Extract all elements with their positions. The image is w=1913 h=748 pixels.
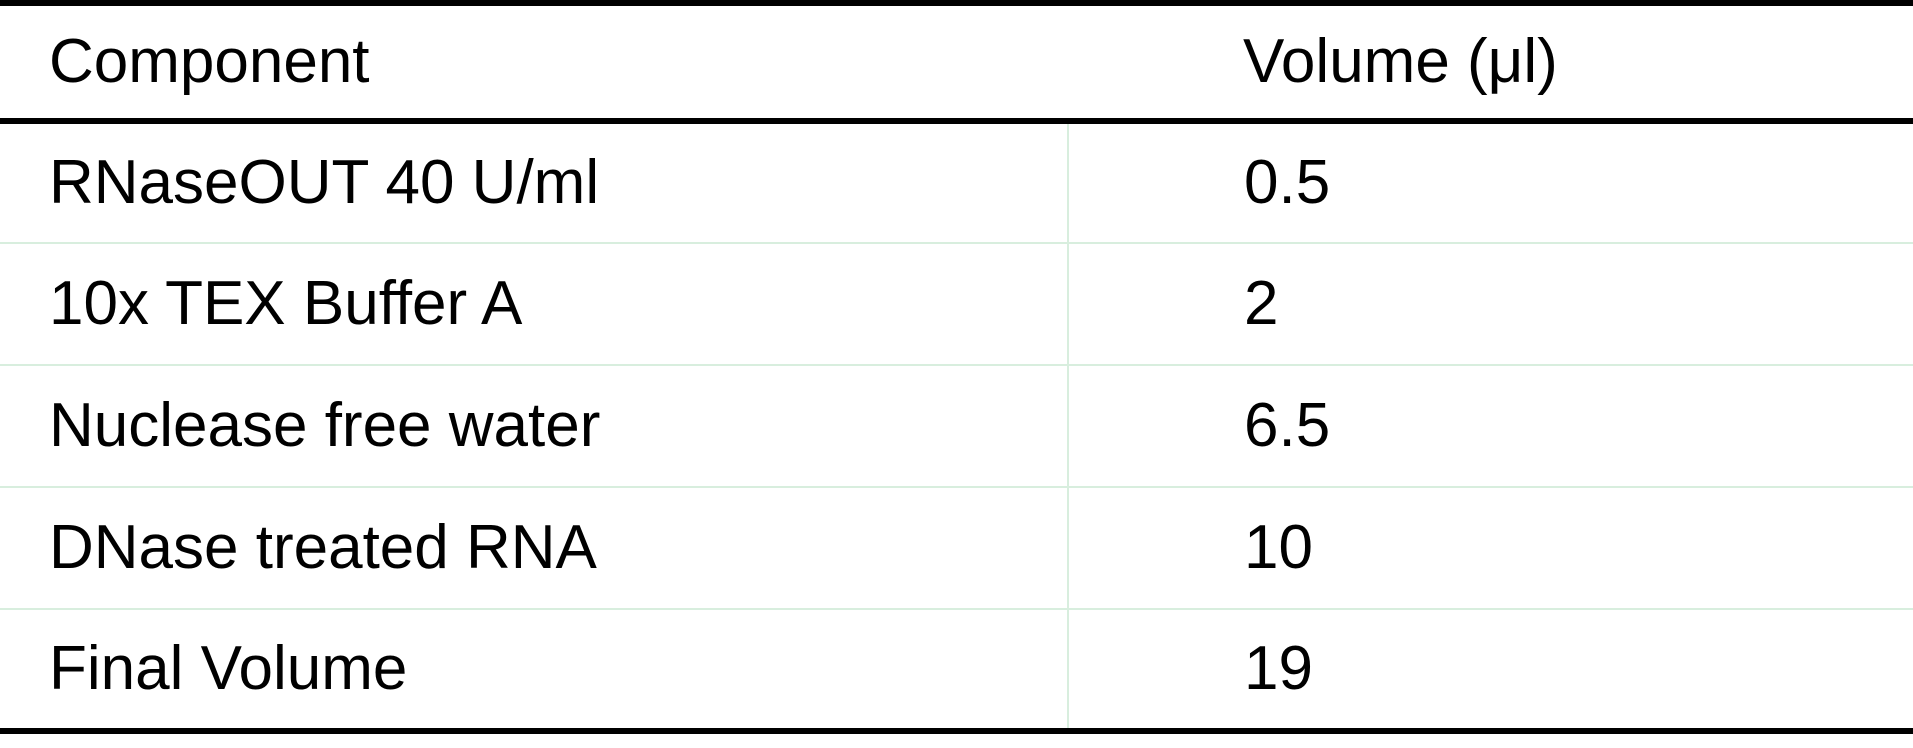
header-row: Component Volume (μl) — [0, 0, 1913, 124]
table-row: Final Volume 19 — [0, 609, 1913, 734]
table-row: 10x TEX Buffer A 2 — [0, 243, 1913, 366]
cell-component: DNase treated RNA — [0, 487, 1069, 610]
header-component: Component — [0, 0, 1068, 124]
table-row: Nuclease free water 6.5 — [0, 365, 1913, 488]
cell-component: RNaseOUT 40 U/ml — [0, 121, 1069, 244]
cell-component: 10x TEX Buffer A — [0, 243, 1069, 366]
cell-volume: 2 — [1068, 243, 1913, 366]
table-body: RNaseOUT 40 U/ml 0.5 10x TEX Buffer A 2 … — [0, 121, 1913, 734]
cell-volume: 19 — [1068, 609, 1913, 734]
cell-volume: 6.5 — [1068, 365, 1913, 488]
header-volume: Volume (μl) — [1068, 0, 1913, 124]
cell-component: Final Volume — [0, 609, 1069, 734]
table-row: RNaseOUT 40 U/ml 0.5 — [0, 121, 1913, 244]
cell-volume: 0.5 — [1068, 121, 1913, 244]
cell-component: Nuclease free water — [0, 365, 1069, 488]
table-header: Component Volume (μl) — [0, 0, 1913, 124]
cell-volume: 10 — [1068, 487, 1913, 610]
table-row: DNase treated RNA 10 — [0, 487, 1913, 610]
